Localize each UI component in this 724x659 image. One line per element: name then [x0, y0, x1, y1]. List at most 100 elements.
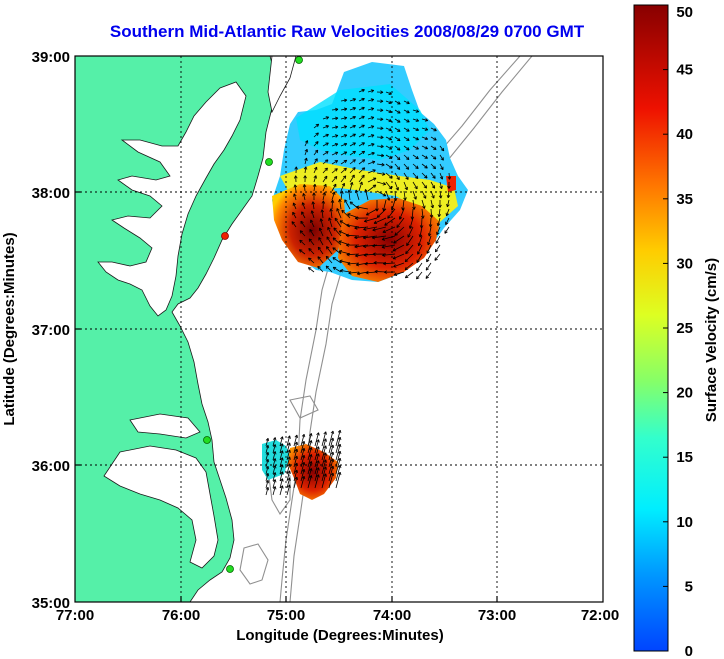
current-vector-head: [372, 245, 376, 248]
current-vector: [313, 158, 318, 165]
current-vector-head: [339, 444, 342, 448]
map-title: Southern Mid-Atlantic Raw Velocities 200…: [109, 22, 585, 41]
current-vector: [416, 253, 423, 263]
current-vector-head: [272, 437, 276, 440]
current-vector: [340, 117, 347, 120]
current-vector-head: [321, 200, 324, 204]
current-vector-head: [318, 439, 320, 443]
current-vector-head: [372, 229, 376, 232]
current-vector-head: [272, 458, 276, 461]
current-vector: [421, 136, 428, 140]
current-vector-head: [395, 187, 399, 191]
current-vector-head: [407, 235, 411, 238]
current-vector: [332, 247, 342, 255]
current-vector-head: [315, 132, 319, 134]
current-vector: [265, 438, 269, 447]
current-vector-head: [431, 214, 434, 218]
current-vector: [372, 226, 387, 231]
current-vector: [385, 163, 393, 169]
current-vector: [349, 182, 353, 192]
current-vector-head: [340, 268, 344, 271]
current-vector-head: [333, 227, 337, 230]
current-vector: [430, 217, 432, 228]
current-vector-head: [280, 485, 283, 489]
current-vector-head: [339, 199, 342, 202]
current-vector-head: [325, 459, 327, 463]
current-vector: [340, 190, 343, 201]
current-vector: [307, 447, 312, 461]
current-vector-head: [361, 167, 365, 169]
current-vector: [309, 229, 315, 237]
current-vector-head: [416, 260, 420, 263]
current-vector: [348, 190, 351, 201]
current-vector-head: [449, 176, 452, 180]
current-vector-head: [352, 159, 356, 161]
current-vector: [321, 438, 327, 454]
current-vector: [331, 108, 339, 111]
current-vector-head: [337, 450, 341, 454]
current-vector-head: [363, 246, 367, 249]
current-vector-head: [434, 156, 437, 160]
current-vector-head: [389, 109, 392, 113]
current-vector: [367, 107, 374, 111]
current-vector-head: [344, 108, 348, 112]
current-vector: [403, 163, 410, 170]
current-vector: [430, 199, 434, 209]
current-vector: [307, 454, 312, 468]
current-vector-head: [294, 166, 297, 170]
current-vector: [308, 248, 315, 255]
current-vector-head: [437, 223, 441, 227]
current-vector-head: [381, 237, 385, 240]
current-vector-head: [383, 271, 388, 274]
current-vector-head: [332, 247, 335, 251]
current-vector: [367, 143, 375, 147]
current-vector-head: [380, 99, 384, 102]
current-vector-head: [337, 429, 341, 433]
current-vector-head: [365, 270, 369, 274]
current-vector-head: [335, 160, 339, 164]
current-vector-head: [405, 268, 409, 271]
current-vector: [300, 476, 305, 489]
current-vector-head: [380, 135, 384, 138]
colorbar-ticks: 0 5 10 15 20 25 30 35 40 45 50: [663, 4, 693, 659]
current-vector-head: [334, 125, 339, 128]
current-vector-head: [363, 167, 366, 171]
current-vector-head: [407, 128, 410, 132]
current-vector: [412, 172, 419, 179]
current-vector-head: [303, 441, 306, 445]
current-vector-head: [382, 207, 384, 211]
current-vector-head: [390, 207, 393, 211]
current-vector-head: [330, 451, 334, 455]
current-vector: [300, 220, 306, 228]
current-vector-head: [361, 181, 363, 185]
current-vector: [348, 271, 360, 274]
current-vector-head: [332, 458, 335, 462]
current-vector-head: [293, 184, 296, 188]
current-vector: [367, 169, 376, 174]
current-vector-head: [398, 166, 401, 170]
current-vector-head: [346, 252, 350, 256]
current-vector-head: [326, 159, 329, 163]
current-vector-head: [389, 137, 392, 140]
current-vector-head: [274, 486, 277, 490]
current-vector-head: [447, 204, 450, 208]
current-vector: [331, 151, 338, 156]
current-vector: [394, 100, 401, 105]
current-vector-head: [325, 445, 327, 449]
current-vector-head: [383, 208, 386, 212]
current-vector: [421, 217, 423, 228]
current-vector-head: [289, 470, 291, 474]
y-tick-labels: 35:00 36:00 37:00 38:00 39:00: [32, 49, 70, 612]
current-vector: [293, 434, 298, 447]
current-vector-head: [280, 457, 283, 461]
current-vector-head: [310, 475, 313, 479]
current-vector-head: [447, 195, 451, 199]
current-vector: [416, 271, 423, 280]
radar-stations: [203, 56, 303, 573]
current-vector: [265, 452, 269, 461]
current-vector: [327, 227, 333, 237]
current-vector-head: [432, 158, 437, 160]
current-vector: [349, 174, 355, 183]
current-vector: [376, 145, 384, 148]
current-vector-head: [399, 217, 403, 220]
